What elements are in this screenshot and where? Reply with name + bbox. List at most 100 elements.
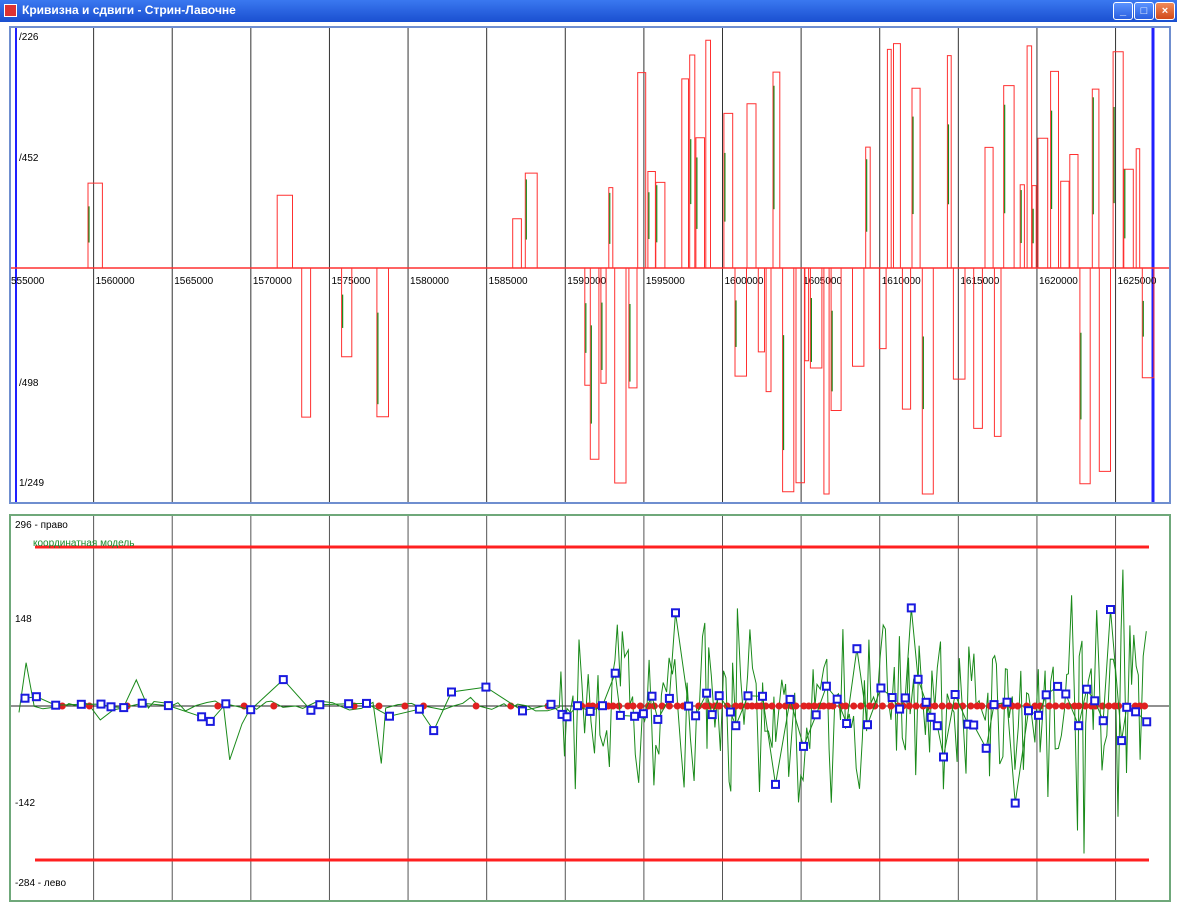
blue-point <box>630 711 640 721</box>
red-point <box>781 702 789 710</box>
blue-point <box>1106 605 1115 614</box>
red-point <box>938 702 946 710</box>
blue-point <box>1098 716 1108 726</box>
maximize-button[interactable]: □ <box>1134 2 1154 20</box>
red-point <box>1036 702 1044 710</box>
blue-point <box>863 720 872 730</box>
blue-point <box>1090 696 1100 706</box>
blue-point <box>1061 689 1071 699</box>
blue-point <box>832 694 842 704</box>
x-label: 1580000 <box>410 276 449 287</box>
blue-point <box>546 699 556 709</box>
x-label: 1625000 <box>1118 276 1157 287</box>
x-label: 1605000 <box>803 276 842 287</box>
blue-point <box>429 726 439 736</box>
red-point <box>401 702 409 710</box>
shift-chart-panel: 296 - право 148 -142 -284 - лево координатна… <box>9 514 1171 902</box>
red-point <box>857 702 865 710</box>
blue-point <box>799 741 808 751</box>
blue-point <box>785 694 795 704</box>
red-point <box>1105 702 1113 710</box>
blue-point <box>895 704 905 714</box>
red-point <box>829 702 837 710</box>
blue-point <box>1131 707 1141 717</box>
x-label: 1600000 <box>725 276 764 287</box>
blue-point <box>1074 721 1084 731</box>
red-point <box>820 702 828 710</box>
blue-point <box>246 705 256 715</box>
curvature-chart-panel: /226/452/498 1/249 555000 1560000 1565000 157… <box>9 26 1171 504</box>
blue-point <box>1082 684 1092 694</box>
blue-point <box>939 752 948 762</box>
red-point <box>270 702 278 710</box>
red-point <box>879 702 886 710</box>
blue-point <box>610 668 620 678</box>
blue-point <box>691 711 701 721</box>
red-point <box>912 702 920 710</box>
red-point <box>375 702 383 710</box>
red-point <box>775 702 783 710</box>
window-title: Кривизна и сдвиги - Стрин-Лавочне <box>22 3 236 17</box>
blue-point <box>647 691 657 701</box>
blue-point <box>1041 690 1051 700</box>
blue-point <box>876 683 886 693</box>
blue-point <box>315 700 325 710</box>
blue-point <box>76 699 86 709</box>
blue-point <box>921 697 931 707</box>
blue-point <box>119 703 129 713</box>
red-point <box>1014 702 1022 710</box>
blue-point <box>278 675 288 685</box>
blue-point <box>887 693 897 702</box>
blue-point <box>638 709 648 719</box>
blue-point <box>731 721 741 731</box>
minimize-button[interactable]: _ <box>1113 2 1133 20</box>
blue-point <box>1122 702 1132 712</box>
blue-point <box>932 721 942 731</box>
red-point <box>1058 702 1066 710</box>
red-point <box>805 702 813 710</box>
red-point <box>931 702 939 710</box>
red-point <box>748 702 756 710</box>
red-point <box>85 702 93 710</box>
blue-point <box>852 644 862 654</box>
red-point <box>609 702 617 710</box>
blue-point <box>96 699 106 709</box>
red-point <box>715 702 723 710</box>
x-label: 1565000 <box>174 276 213 287</box>
blue-point <box>900 693 910 703</box>
red-point <box>472 702 480 710</box>
blue-point <box>702 688 712 698</box>
blue-point <box>562 712 572 722</box>
red-point <box>945 702 953 710</box>
red-point <box>629 702 637 710</box>
blue-point <box>725 707 735 717</box>
blue-point <box>758 691 767 701</box>
y-label: /452 <box>19 153 39 164</box>
y-label: 1/249 <box>19 478 44 489</box>
blue-point <box>989 700 999 710</box>
red-point <box>1141 702 1149 710</box>
blue-point <box>51 700 61 710</box>
red-point <box>792 702 800 710</box>
blue-point <box>821 681 831 691</box>
blue-point <box>163 701 173 711</box>
y-label: /498 <box>19 378 39 389</box>
blue-point <box>20 693 30 703</box>
blue-point <box>671 608 680 618</box>
blue-point <box>205 716 215 726</box>
blue-point <box>518 706 527 716</box>
red-point <box>967 702 975 710</box>
blue-point <box>137 698 147 708</box>
window-titlebar: Кривизна и сдвиги - Стрин-Лавочне _ □ × <box>0 0 1177 22</box>
blue-point <box>684 701 694 711</box>
red-point <box>866 702 874 710</box>
close-button[interactable]: × <box>1155 2 1175 20</box>
blue-point <box>707 710 717 720</box>
blue-point <box>31 692 41 702</box>
x-label: 1595000 <box>646 276 685 287</box>
red-point <box>850 702 858 710</box>
red-point <box>1052 702 1060 710</box>
blue-point <box>585 706 595 716</box>
x-label: 555000 <box>11 276 45 287</box>
blue-point <box>842 719 852 728</box>
